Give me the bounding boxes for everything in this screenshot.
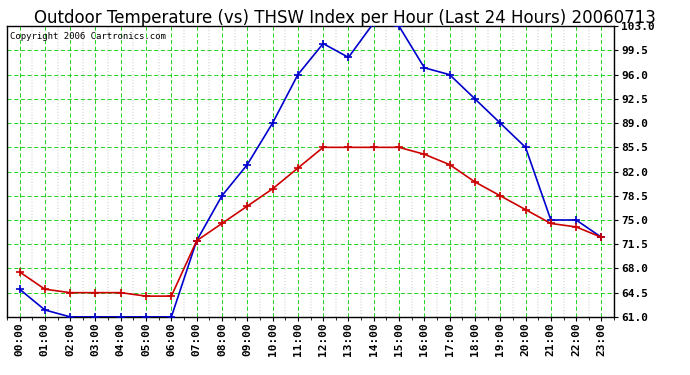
Text: Copyright 2006 Cartronics.com: Copyright 2006 Cartronics.com — [10, 32, 166, 41]
Text: Outdoor Temperature (vs) THSW Index per Hour (Last 24 Hours) 20060713: Outdoor Temperature (vs) THSW Index per … — [34, 9, 656, 27]
